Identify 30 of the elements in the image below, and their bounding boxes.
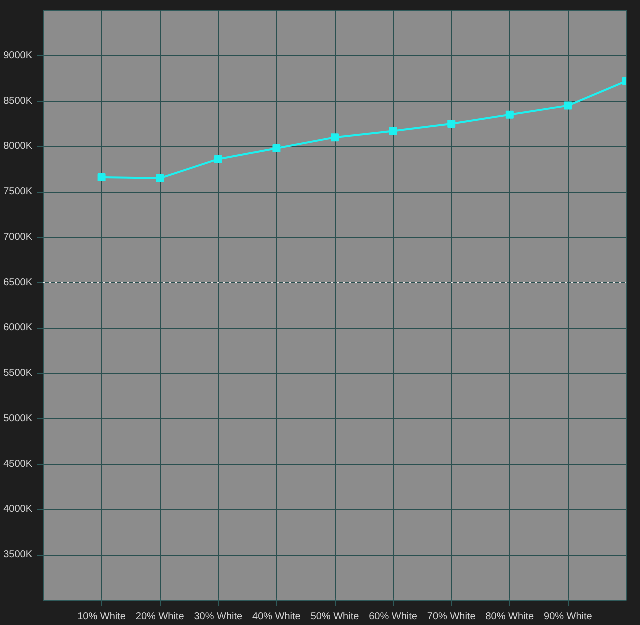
x-tick-label: 50% White: [310, 612, 360, 622]
point: [156, 174, 164, 182]
x-tick-label: 70% White: [427, 612, 476, 622]
y-tick-label: 7000K: [4, 232, 33, 243]
point: [331, 134, 339, 142]
x-tick-label: 20% White: [136, 612, 185, 622]
y-tick-label: 9000K: [4, 50, 33, 62]
y-tick-label: 5500K: [4, 368, 33, 380]
x-tick-label: 10% White: [78, 612, 126, 622]
x-tick-label: 30% White: [194, 612, 244, 622]
y-tick-label: 8500K: [4, 96, 33, 107]
y-tick-label: 4500K: [4, 458, 33, 470]
y-tick-label: 3500K: [4, 550, 33, 561]
point: [214, 155, 222, 164]
y-tick-label: 4000K: [4, 504, 33, 516]
x-tick-label: 90% White: [544, 612, 593, 622]
y-tick-label: 6500K: [4, 277, 33, 288]
y-tick-label: 6000K: [4, 322, 33, 334]
x-tick-label: 80% White: [486, 612, 535, 622]
y-tick-label: 8000K: [4, 141, 33, 152]
y-tick-label: 5000K: [4, 413, 33, 424]
x-tick-label: 40% White: [252, 612, 302, 622]
x-tick-label: 60% White: [369, 612, 418, 622]
point: [564, 102, 572, 110]
point: [448, 120, 456, 128]
y-tick-label: 7500K: [4, 186, 33, 198]
point: [272, 144, 281, 152]
point: [389, 127, 398, 136]
point: [98, 174, 106, 182]
point: [506, 110, 514, 119]
